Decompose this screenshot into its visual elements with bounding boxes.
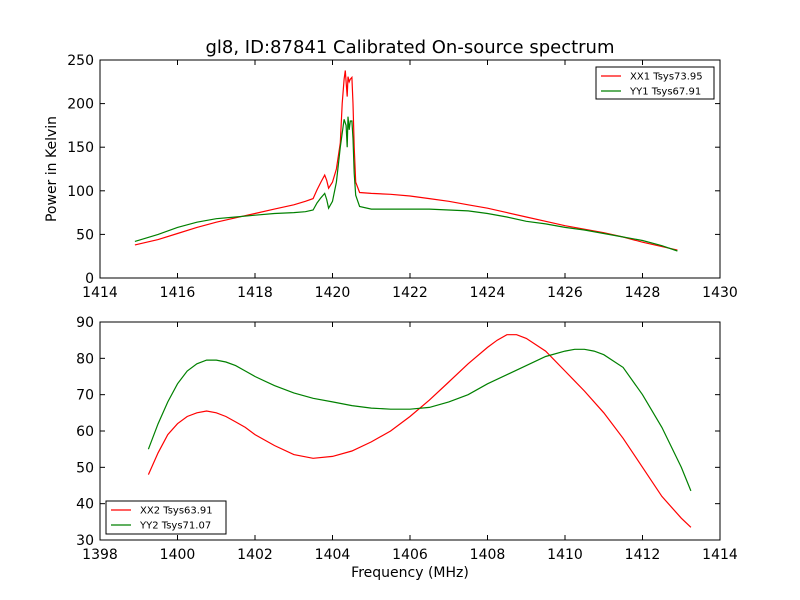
y-tick-label: 100 <box>67 184 94 200</box>
legend-label: XX2 Tsys63.91 <box>140 506 213 517</box>
x-tick-label: 1428 <box>625 285 661 301</box>
x-tick-label: 1414 <box>82 285 118 301</box>
x-tick-label: 1412 <box>625 547 661 563</box>
y-tick-label: 50 <box>76 460 94 476</box>
legend: XX1 Tsys73.95 YY1 Tsys67.91 <box>595 66 715 100</box>
x-tick-label: 1424 <box>470 285 506 301</box>
series-line-2-2 <box>147 348 692 492</box>
y-tick-label: 250 <box>67 53 94 69</box>
y-tick-label: 80 <box>76 351 94 367</box>
x-tick-label: 1426 <box>547 285 583 301</box>
x-tick-label: 1400 <box>160 547 196 563</box>
legend-box <box>595 66 715 100</box>
x-tick-label: 1408 <box>470 547 506 563</box>
y-tick-label: 50 <box>76 227 94 243</box>
series-line-2-1 <box>147 334 692 528</box>
legend-label: XX1 Tsys73.95 <box>630 72 703 83</box>
x-tick-label: 1422 <box>392 285 428 301</box>
y-tick-label: 40 <box>76 497 94 513</box>
legend-label: YY2 Tsys71.07 <box>139 521 211 532</box>
chart-panel-2: 1398 1400 1402 1404 1406 1408 1410 1412 1414 30 40… <box>76 315 738 563</box>
legend-box <box>105 500 227 535</box>
y-tick-label: 90 <box>76 315 94 331</box>
x-tick-label: 1420 <box>315 285 351 301</box>
y-tick-label: 200 <box>67 97 94 113</box>
x-tick-label: 1418 <box>237 285 273 301</box>
legend-label: YY1 Tsys67.91 <box>629 87 701 98</box>
chart-title: gl8, ID:87841 Calibrated On-source spect… <box>205 37 614 58</box>
y-tick-label: 60 <box>76 424 94 440</box>
x-tick-label: 1416 <box>160 285 196 301</box>
y-axis-label: Power in Kelvin <box>44 116 60 222</box>
y-tick-label: 30 <box>76 533 94 549</box>
series-line-1-2 <box>134 116 678 252</box>
x-tick-label: 1404 <box>315 547 351 563</box>
y-tick-label: 70 <box>76 388 94 404</box>
x-tick-label: 1406 <box>392 547 428 563</box>
y-tick-label: 0 <box>85 271 94 287</box>
x-tick-label: 1402 <box>237 547 273 563</box>
x-axis-label: Frequency (MHz) <box>351 565 469 581</box>
legend: XX2 Tsys63.91 YY2 Tsys71.07 <box>105 500 227 535</box>
x-tick-label: 1414 <box>702 547 738 563</box>
x-tick-label: 1410 <box>547 547 583 563</box>
x-tick-label: 1398 <box>82 547 118 563</box>
x-tick-label: 1430 <box>702 285 738 301</box>
y-tick-label: 150 <box>67 140 94 156</box>
series-line-1-1 <box>134 70 678 251</box>
plots-group: 1414 1416 1418 1420 1422 1424 1426 1428 14300501… <box>67 53 738 563</box>
chart-panel-1: 1414 1416 1418 1420 1422 1424 1426 1428 1430 0 50 1… <box>67 53 738 301</box>
